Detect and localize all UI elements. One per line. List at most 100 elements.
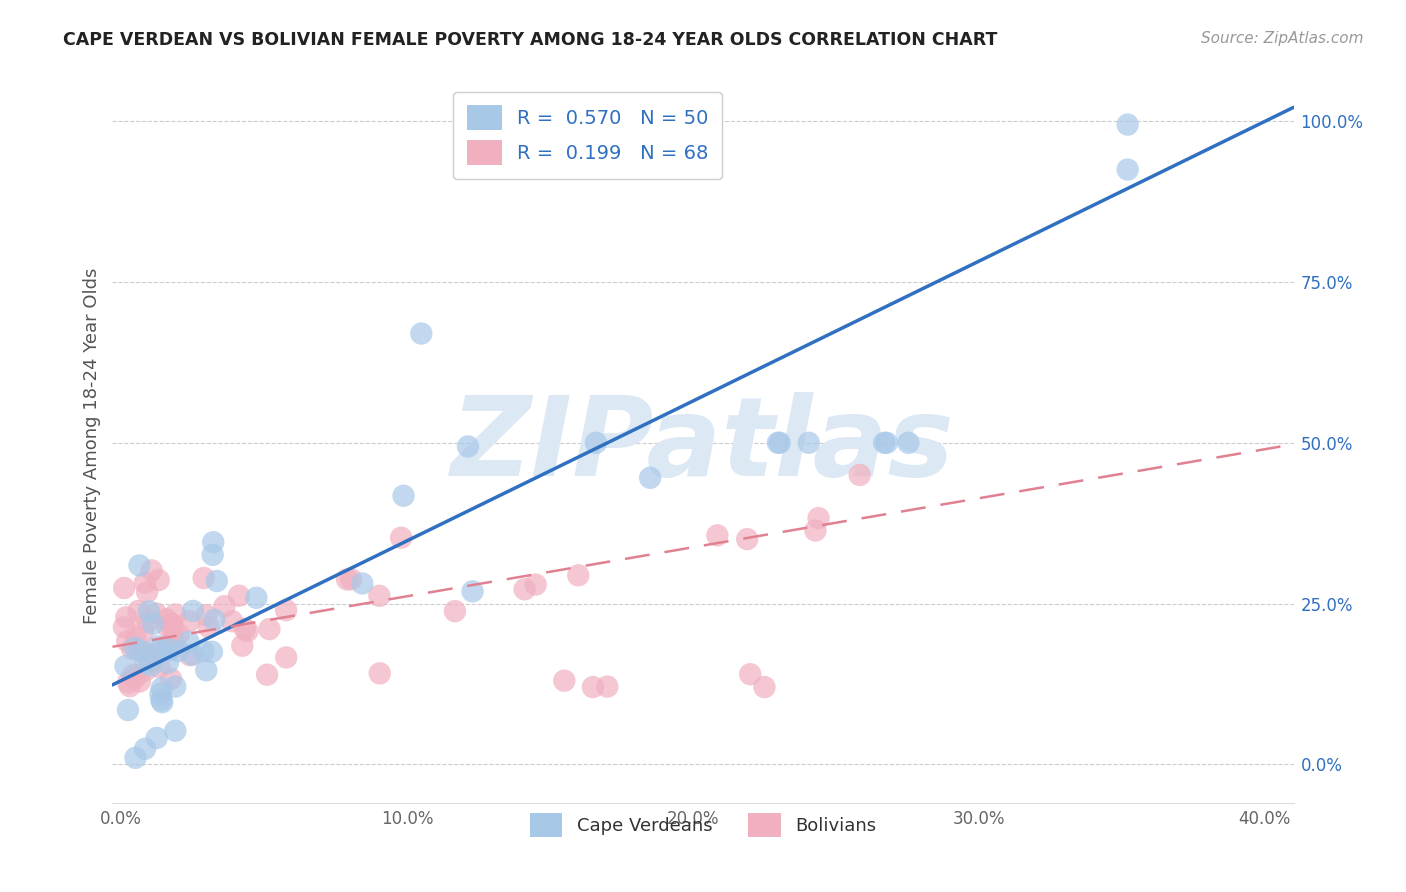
Bolivians: [148, 660, 170, 674]
Bolivians: [195, 608, 218, 623]
Bolivians: [136, 615, 159, 629]
Bolivians: [336, 573, 359, 587]
Bolivians: [118, 679, 141, 693]
Cape Verdeans: [769, 435, 792, 450]
Cape Verdeans: [146, 639, 169, 653]
Bolivians: [274, 603, 297, 617]
Bolivians: [193, 571, 215, 585]
Bolivians: [156, 639, 179, 653]
Bolivians: [389, 531, 412, 545]
Bolivians: [231, 639, 253, 653]
Bolivians: [567, 568, 589, 582]
Cape Verdeans: [114, 659, 136, 673]
Bolivians: [368, 666, 391, 681]
Cape Verdeans: [117, 703, 139, 717]
Legend: Cape Verdeans, Bolivians: Cape Verdeans, Bolivians: [523, 806, 883, 844]
Bolivians: [259, 622, 281, 636]
Bolivians: [198, 620, 221, 634]
Bolivians: [121, 641, 143, 656]
Bolivians: [596, 680, 619, 694]
Bolivians: [340, 572, 363, 586]
Bolivians: [134, 663, 156, 677]
Bolivians: [228, 589, 250, 603]
Cape Verdeans: [202, 613, 225, 627]
Cape Verdeans: [876, 435, 898, 450]
Bolivians: [706, 528, 728, 542]
Bolivians: [160, 672, 183, 686]
Bolivians: [142, 653, 165, 667]
Cape Verdeans: [181, 648, 204, 662]
Cape Verdeans: [135, 656, 157, 670]
Cape Verdeans: [145, 731, 167, 745]
Bolivians: [124, 671, 146, 685]
Bolivians: [117, 675, 139, 690]
Bolivians: [368, 589, 391, 603]
Bolivians: [121, 668, 143, 682]
Bolivians: [804, 524, 827, 538]
Bolivians: [138, 647, 160, 661]
Bolivians: [236, 624, 259, 639]
Bolivians: [807, 511, 830, 525]
Bolivians: [134, 575, 156, 590]
Bolivians: [179, 614, 201, 628]
Cape Verdeans: [134, 741, 156, 756]
Text: Source: ZipAtlas.com: Source: ZipAtlas.com: [1201, 31, 1364, 46]
Bolivians: [276, 650, 298, 665]
Cape Verdeans: [585, 435, 607, 450]
Cape Verdeans: [411, 326, 433, 341]
Cape Verdeans: [142, 616, 165, 631]
Bolivians: [148, 573, 170, 587]
Cape Verdeans: [201, 645, 224, 659]
Cape Verdeans: [124, 751, 146, 765]
Cape Verdeans: [149, 687, 172, 701]
Bolivians: [132, 624, 155, 639]
Bolivians: [162, 623, 184, 637]
Cape Verdeans: [138, 604, 160, 618]
Cape Verdeans: [139, 658, 162, 673]
Cape Verdeans: [766, 435, 789, 450]
Cape Verdeans: [159, 642, 181, 657]
Cape Verdeans: [193, 644, 215, 658]
Bolivians: [167, 627, 190, 641]
Cape Verdeans: [202, 535, 225, 549]
Cape Verdeans: [149, 641, 172, 656]
Bolivians: [125, 630, 148, 644]
Cape Verdeans: [897, 435, 920, 450]
Cape Verdeans: [1116, 118, 1139, 132]
Bolivians: [754, 680, 776, 694]
Cape Verdeans: [195, 663, 218, 677]
Bolivians: [848, 467, 870, 482]
Bolivians: [156, 619, 179, 633]
Bolivians: [145, 607, 167, 621]
Cape Verdeans: [392, 489, 415, 503]
Cape Verdeans: [201, 548, 224, 562]
Bolivians: [165, 607, 187, 622]
Cape Verdeans: [124, 640, 146, 655]
Cape Verdeans: [165, 723, 187, 738]
Bolivians: [155, 612, 177, 626]
Cape Verdeans: [181, 604, 204, 618]
Cape Verdeans: [1116, 162, 1139, 177]
Bolivians: [115, 610, 138, 624]
Cape Verdeans: [457, 439, 479, 453]
Bolivians: [740, 667, 762, 681]
Bolivians: [582, 680, 605, 694]
Cape Verdeans: [128, 558, 150, 573]
Bolivians: [127, 604, 149, 618]
Bolivians: [214, 599, 236, 614]
Cape Verdeans: [167, 644, 190, 658]
Cape Verdeans: [797, 435, 820, 450]
Bolivians: [136, 585, 159, 599]
Bolivians: [163, 632, 186, 646]
Cape Verdeans: [352, 576, 374, 591]
Bolivians: [444, 604, 467, 618]
Bolivians: [112, 620, 135, 634]
Y-axis label: Female Poverty Among 18-24 Year Olds: Female Poverty Among 18-24 Year Olds: [83, 268, 101, 624]
Cape Verdeans: [150, 693, 173, 707]
Cape Verdeans: [150, 681, 173, 696]
Cape Verdeans: [128, 643, 150, 657]
Cape Verdeans: [245, 591, 267, 605]
Bolivians: [735, 532, 758, 546]
Bolivians: [233, 622, 256, 636]
Cape Verdeans: [461, 584, 484, 599]
